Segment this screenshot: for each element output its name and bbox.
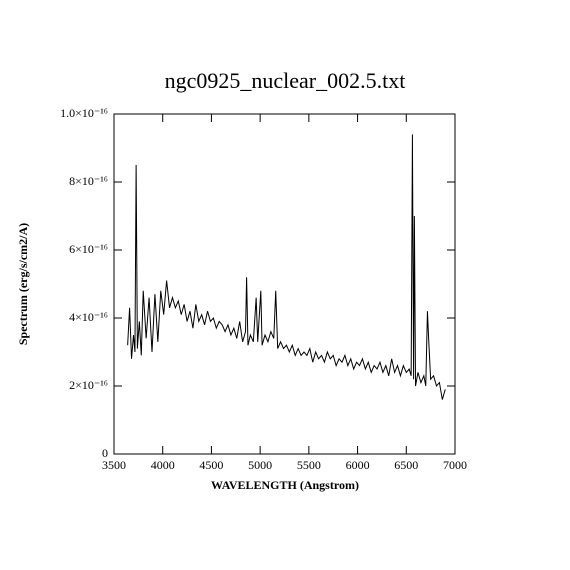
spectrum-line xyxy=(127,134,446,400)
chart-title: ngc0925_nuclear_002.5.txt xyxy=(165,68,406,93)
y-axis-label: Spectrum (erg/s/cm2/A) xyxy=(16,223,30,345)
y-tick-label: 2×10⁻¹⁶ xyxy=(69,378,108,392)
x-tick-label: 4000 xyxy=(151,458,175,472)
y-tick-label: 1.0×10⁻¹⁶ xyxy=(60,106,108,120)
y-tick-label: 0 xyxy=(102,446,108,460)
x-tick-label: 3500 xyxy=(102,458,126,472)
plot-frame xyxy=(113,113,456,455)
y-tick-label: 6×10⁻¹⁶ xyxy=(69,242,108,256)
x-tick-label: 4500 xyxy=(199,458,223,472)
y-tick-label: 4×10⁻¹⁶ xyxy=(69,310,108,324)
x-tick-label: 5000 xyxy=(248,458,272,472)
x-tick-label: 5500 xyxy=(297,458,321,472)
x-tick-label: 7000 xyxy=(443,458,467,472)
y-tick-label: 8×10⁻¹⁶ xyxy=(69,174,108,188)
x-tick-label: 6500 xyxy=(394,458,418,472)
x-axis-label: WAVELENGTH (Angstrom) xyxy=(211,478,359,492)
x-tick-label: 6000 xyxy=(346,458,370,472)
